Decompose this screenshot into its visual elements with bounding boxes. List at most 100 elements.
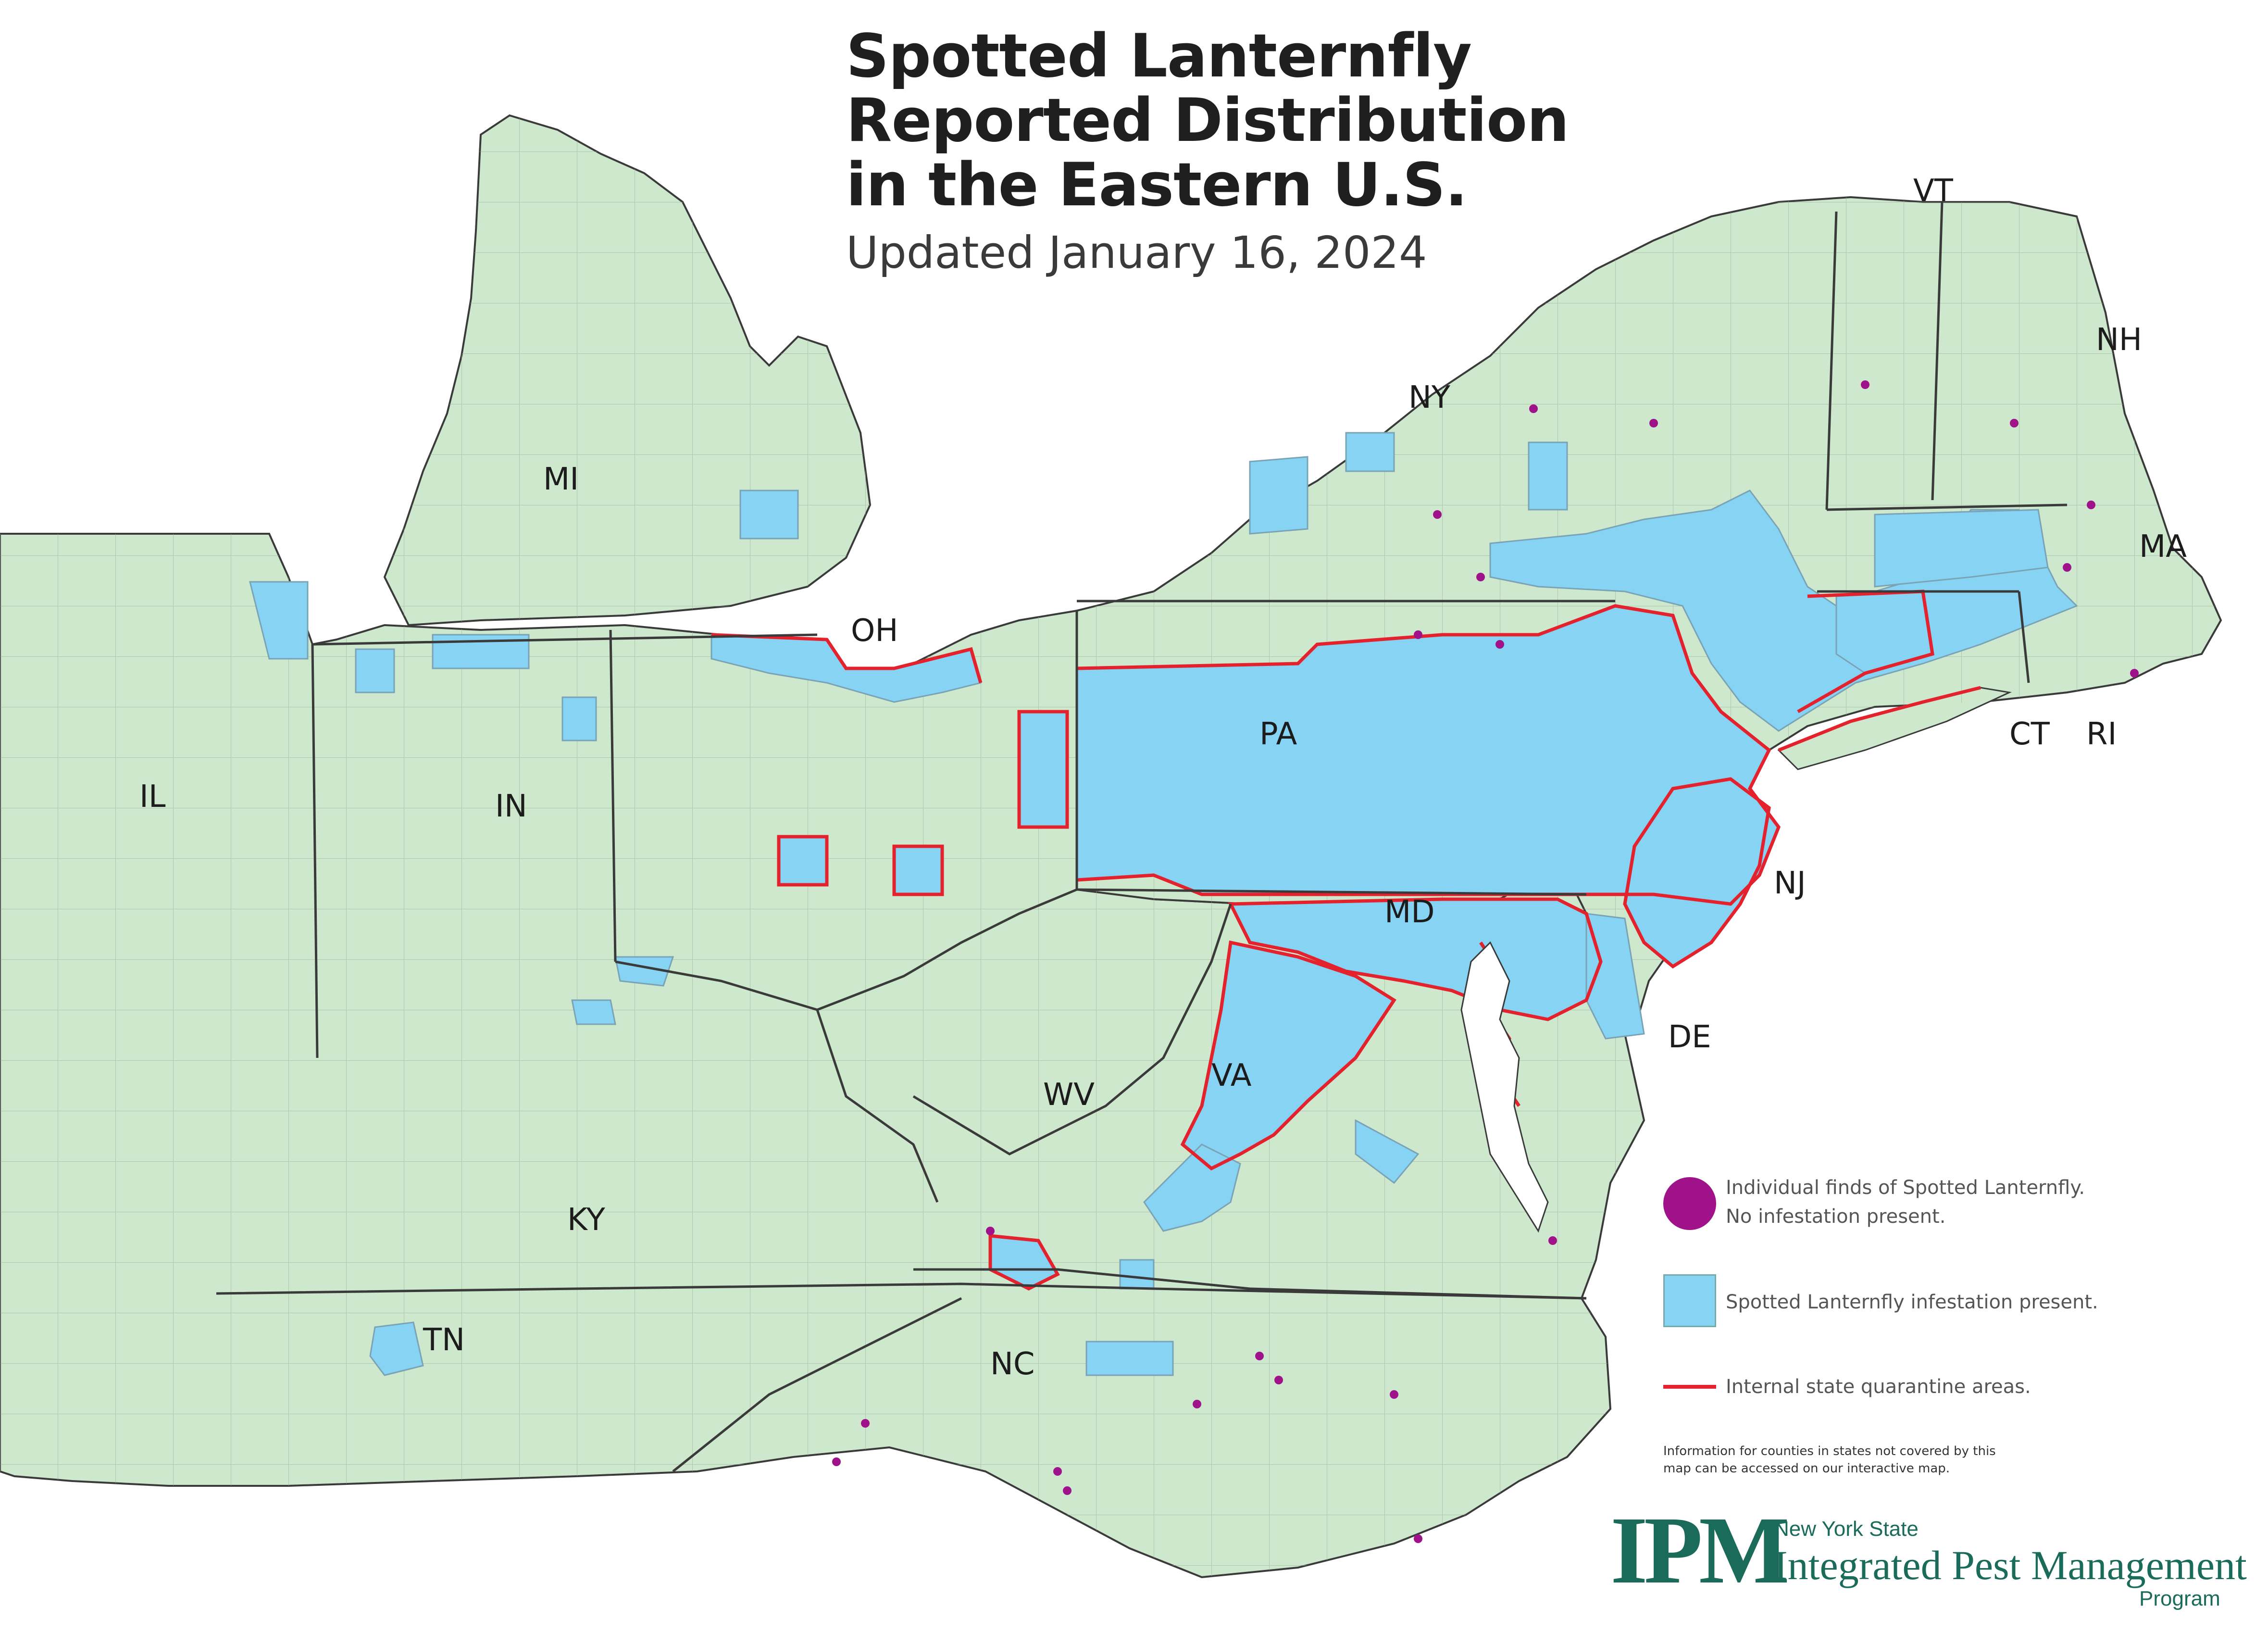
boundary-ohio-river — [615, 888, 1077, 1011]
state-label-ri: RI — [2086, 716, 2117, 752]
state-label-ky: KY — [567, 1202, 605, 1238]
legend-individual-finds-line-1: Individual finds of Spotted Lanternfly. — [1726, 1177, 2085, 1199]
state-label-mi: MI — [543, 462, 579, 497]
find-dot — [1255, 1352, 1264, 1360]
find-dot — [2130, 669, 2139, 678]
map-title-line-2: Reported Distribution — [846, 86, 1569, 155]
state-label-il: IL — [139, 779, 166, 815]
infestation-michigan — [739, 490, 799, 540]
find-dot — [1476, 573, 1485, 581]
infestation-north-carolina — [1085, 1341, 1174, 1376]
legend-footnote-line-2: map can be accessed on our interactive m… — [1663, 1461, 1950, 1476]
infestation-indiana-north-2 — [432, 634, 530, 669]
infestation-indiana-north — [355, 648, 395, 693]
legend-individual-finds-line-2: No infestation present. — [1726, 1205, 1946, 1228]
find-dot — [832, 1457, 841, 1466]
map-title-block: Spotted Lanternfly Reported Distribution… — [846, 24, 1569, 282]
quarantine-maryland — [1228, 897, 1603, 1021]
infestation-western-ny — [1249, 456, 1308, 535]
find-dot — [1390, 1390, 1398, 1399]
state-label-nc: NC — [990, 1346, 1035, 1382]
logo-integrated-pest-management: Integrated Pest Management — [1774, 1542, 2247, 1588]
find-dot — [2010, 419, 2019, 427]
state-label-pa: PA — [1259, 716, 1297, 752]
find-dot — [1053, 1467, 1062, 1476]
state-label-oh: OH — [851, 613, 898, 649]
state-label-ma: MA — [2139, 529, 2187, 565]
legend-footnote-line-1: Information for counties in states not c… — [1663, 1444, 1996, 1458]
state-label-vt: VT — [1913, 173, 1953, 209]
individual-finds — [832, 380, 2139, 1543]
map-title-line-3: in the Eastern U.S. — [846, 151, 1468, 220]
boundary-ny-vt — [1825, 211, 1838, 510]
quarantine-connecticut — [1797, 590, 1934, 714]
chesapeake-bay — [1460, 941, 1549, 1233]
boundary-va-nc — [913, 1268, 1587, 1300]
state-label-tn: TN — [423, 1322, 465, 1358]
infestation-va-southside — [1119, 1259, 1155, 1290]
find-dot — [1649, 419, 1658, 427]
ipm-logo-mark: IPM — [1610, 1497, 1790, 1604]
boundary-il-in — [311, 644, 319, 1058]
find-dot — [1548, 1236, 1557, 1245]
infestation-western-ny-2 — [1345, 432, 1395, 472]
find-dot — [986, 1227, 995, 1235]
state-label-md: MD — [1384, 894, 1435, 930]
find-dot — [1193, 1400, 1201, 1408]
find-dot — [1433, 510, 1442, 519]
infestation-ohio-central-2 — [893, 845, 943, 895]
red-line-icon — [1663, 1385, 1716, 1389]
state-label-nh: NH — [2096, 322, 2142, 358]
state-label-de: DE — [1668, 1019, 1711, 1055]
logo-program: Program — [2139, 1587, 2220, 1610]
find-dot — [2063, 563, 2071, 572]
state-label-ct: CT — [2009, 716, 2050, 752]
nys-ipm-logo: IPM New York State Integrated Pest Manag… — [1610, 1495, 2250, 1620]
state-label-nj: NJ — [1774, 866, 1806, 901]
boundary-vt-nh — [1931, 201, 1944, 501]
state-label-va: VA — [1211, 1058, 1252, 1093]
infestation-ohio-east — [1018, 711, 1068, 828]
infestation-illinois — [249, 581, 309, 660]
infestation-areas — [249, 432, 2078, 1376]
quarantine-ohio-east — [1017, 710, 1069, 829]
infestation-virginia-3 — [1355, 1119, 1420, 1184]
find-dot — [1495, 640, 1504, 649]
infestation-tennessee — [369, 1321, 424, 1376]
boundary-ky-wv — [816, 1009, 939, 1203]
legend-quarantine-label: Internal state quarantine areas. — [1726, 1376, 2031, 1398]
find-dot — [1414, 1534, 1422, 1543]
purple-dot-icon — [1663, 1177, 1716, 1230]
boundary-pa-md — [1076, 888, 1587, 896]
infestation-central-ny — [1528, 441, 1568, 511]
quarantine-ohio-central — [777, 835, 944, 896]
boundary-ma-south — [1826, 503, 2068, 511]
legend-footnote: Information for counties in states not c… — [1663, 1443, 2144, 1477]
boundary-wv-va — [912, 904, 1232, 1155]
find-dot — [1529, 404, 1538, 413]
state-label-wv: WV — [1043, 1077, 1095, 1113]
infestation-kentucky — [571, 999, 616, 1025]
find-dot — [1861, 380, 1869, 389]
infestation-massachusetts — [1874, 509, 2049, 588]
infestation-ohio-central — [778, 836, 828, 886]
boundary-in-oh — [609, 629, 617, 962]
boundary-tn-nc — [672, 1297, 962, 1472]
boundary-ky-tn — [216, 1282, 1587, 1300]
boundary-ct-ri — [2018, 591, 2030, 683]
infestation-indiana-north-3 — [561, 696, 597, 741]
state-boundaries — [216, 201, 2068, 1472]
infestation-new-york — [1489, 490, 2078, 732]
find-dot — [1063, 1486, 1072, 1495]
find-dot — [1414, 630, 1422, 639]
logo-new-york-state: New York State — [1774, 1517, 1919, 1541]
quarantine-new-jersey — [1623, 777, 1771, 969]
map-title-line-1: Spotted Lanternfly — [846, 22, 1472, 91]
find-dot — [861, 1419, 870, 1428]
find-dot — [1274, 1376, 1283, 1384]
find-dot — [2087, 501, 2095, 509]
quarantine-new-york-coast — [1778, 686, 1981, 752]
state-label-ny: NY — [1408, 380, 1450, 415]
quarantine-pennsylvania — [1076, 604, 1781, 906]
legend-infestation-label: Spotted Lanternfly infestation present. — [1726, 1291, 2098, 1313]
